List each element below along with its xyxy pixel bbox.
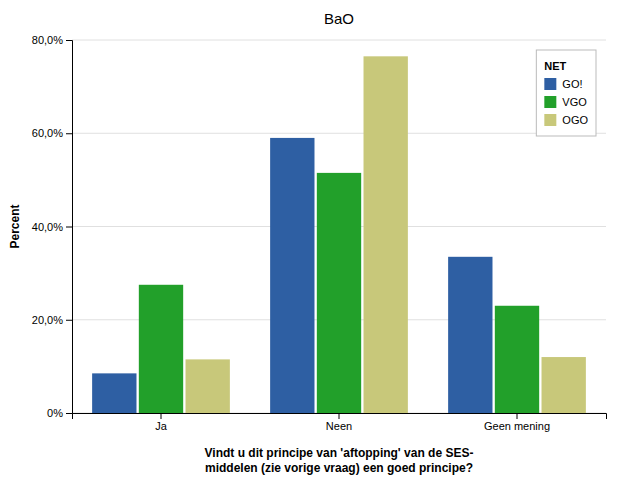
- y-tick: 80,0%: [32, 34, 72, 46]
- legend-frame: [536, 50, 596, 136]
- title: BaO: [324, 10, 354, 27]
- y-tick-label: 60,0%: [32, 127, 63, 139]
- bar: [495, 306, 539, 413]
- bar-series: [92, 138, 492, 413]
- bars: [92, 56, 586, 413]
- bar: [139, 285, 183, 413]
- x-tick: Neen: [326, 413, 352, 432]
- bar-series: [186, 56, 586, 413]
- chart: 0% 20,0% 40,0% 60,0% 80,0% Ja Neen Geen mening N…: [0, 0, 626, 501]
- legend-title: NET: [544, 60, 566, 72]
- x-tick-label: Geen mening: [484, 420, 550, 432]
- y-tick-mark: [66, 133, 72, 134]
- legend-label: VGO: [562, 96, 587, 108]
- y-tick: 40,0%: [32, 221, 72, 233]
- legend-swatch: [544, 114, 556, 126]
- x-tick-mark: [517, 413, 518, 419]
- y-tick: 60,0%: [32, 127, 72, 139]
- x-tick-label: Neen: [326, 420, 352, 432]
- y-tick-mark: [66, 40, 72, 41]
- y-tick-label: 40,0%: [32, 221, 63, 233]
- y-tick-mark: [66, 413, 72, 414]
- y-tick: 20,0%: [32, 314, 72, 326]
- bar: [364, 56, 408, 413]
- bar: [186, 359, 230, 413]
- bar: [542, 357, 586, 413]
- y-tick-mark: [66, 320, 72, 321]
- y-tick: 0%: [47, 407, 72, 419]
- y-tick-label: 20,0%: [32, 314, 63, 326]
- legend-label: GO!: [562, 78, 582, 90]
- grid: [72, 40, 606, 413]
- y-axis-title: Percent: [8, 204, 22, 248]
- y-tick-label: 0%: [47, 407, 63, 419]
- y-axis: 0% 20,0% 40,0% 60,0% 80,0%: [32, 34, 73, 419]
- x-tick-mark: [161, 413, 162, 419]
- x-axis-title: Vindt u dit principe van 'aftopping' van…: [205, 446, 474, 475]
- x-tick-label: Ja: [155, 420, 168, 432]
- legend: NET GO! VGO OGO: [536, 50, 596, 136]
- legend-label: OGO: [562, 114, 588, 126]
- bar: [92, 373, 136, 413]
- y-axis-line: [66, 41, 73, 414]
- x-tick-mark: [339, 413, 340, 419]
- y-tick-label: 80,0%: [32, 34, 63, 46]
- x-tick: Geen mening: [484, 413, 550, 432]
- plot: 0% 20,0% 40,0% 60,0% 80,0% Ja Neen Geen mening N…: [32, 34, 607, 432]
- x-axis-title-line: Vindt u dit principe van 'aftopping' van…: [205, 446, 474, 460]
- bar: [448, 257, 492, 413]
- legend-swatch: [544, 78, 556, 90]
- grid-line: [72, 133, 606, 134]
- bar-series: [139, 173, 539, 413]
- x-axis-title-line: middelen (zie vorige vraag) een goed pri…: [205, 461, 473, 475]
- x-tick: Ja: [155, 413, 168, 432]
- x-axis: Ja Neen Geen mening: [73, 413, 607, 432]
- grid-line: [72, 40, 606, 41]
- bar: [317, 173, 361, 413]
- bar: [270, 138, 314, 413]
- legend-swatch: [544, 96, 556, 108]
- x-axis-line: [73, 414, 607, 420]
- y-tick-mark: [66, 227, 72, 228]
